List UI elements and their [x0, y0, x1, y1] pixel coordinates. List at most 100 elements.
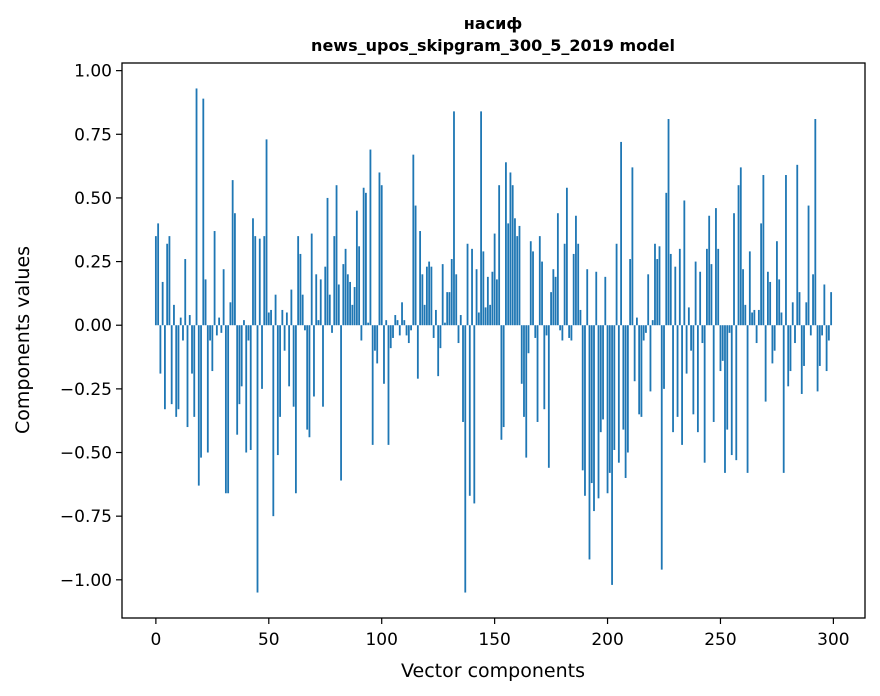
bar-153 — [500, 325, 503, 440]
bar-216 — [642, 325, 645, 341]
bar-51 — [270, 309, 272, 326]
bar-82 — [340, 325, 342, 481]
bar-34 — [231, 180, 234, 326]
bar-199 — [604, 276, 607, 326]
bar-58 — [285, 312, 288, 326]
bar-97 — [374, 325, 376, 351]
bar-96 — [371, 325, 374, 445]
bar-125 — [437, 325, 440, 377]
bar-104 — [389, 325, 392, 349]
bar-195 — [595, 271, 598, 326]
bar-136 — [462, 325, 464, 422]
bar-91 — [360, 325, 363, 341]
bar-143 — [477, 312, 480, 326]
bar-245 — [708, 215, 711, 326]
bar-150 — [493, 233, 496, 326]
bar-169 — [536, 325, 539, 422]
bar-22 — [204, 279, 207, 326]
bar-277 — [780, 312, 783, 326]
bar-89 — [355, 210, 358, 326]
bar-182 — [565, 187, 568, 326]
bar-282 — [791, 302, 794, 326]
bar-2 — [159, 325, 162, 374]
bar-231 — [676, 325, 679, 417]
bar-187 — [577, 243, 580, 326]
bar-286 — [800, 325, 803, 394]
y-tick-label: 0.50 — [74, 189, 112, 209]
bar-160 — [516, 236, 519, 326]
bar-181 — [563, 243, 566, 326]
bar-145 — [482, 251, 485, 326]
bar-218 — [647, 274, 650, 326]
bar-110 — [403, 320, 406, 326]
bar-246 — [710, 264, 713, 326]
bar-173 — [545, 325, 548, 336]
plot-frame — [121, 62, 866, 619]
bar-81 — [337, 284, 340, 326]
bar-117 — [419, 231, 422, 326]
bar-193 — [590, 325, 593, 484]
bar-148 — [489, 304, 492, 326]
bar-189 — [581, 325, 584, 471]
bar-10 — [177, 325, 180, 410]
bar-67 — [306, 325, 309, 430]
bar-33 — [229, 302, 232, 326]
bar-106 — [394, 315, 397, 326]
bar-215 — [640, 325, 643, 417]
bar-95 — [369, 149, 372, 326]
bar-256 — [733, 213, 735, 326]
bar-239 — [694, 261, 697, 326]
bar-74 — [322, 325, 324, 407]
bar-177 — [554, 276, 557, 326]
bar-23 — [206, 325, 209, 453]
bar-63 — [297, 236, 300, 326]
bar-56 — [281, 309, 284, 326]
bar-289 — [807, 205, 810, 326]
bar-130 — [448, 292, 451, 326]
y-tick-label: 0.75 — [74, 125, 112, 145]
bar-292 — [814, 119, 817, 326]
bar-124 — [435, 309, 437, 326]
bar-230 — [674, 266, 677, 326]
bar-212 — [633, 325, 636, 382]
bar-141 — [473, 325, 476, 504]
bar-108 — [398, 325, 401, 336]
bar-164 — [525, 325, 528, 458]
bar-242 — [701, 325, 704, 344]
y-tick-label: 0.00 — [74, 316, 112, 336]
bar-252 — [724, 325, 726, 473]
bar-40 — [245, 325, 248, 453]
y-axis-label: Components values — [12, 246, 34, 434]
bar-157 — [509, 172, 512, 326]
bar-237 — [690, 325, 693, 351]
bar-73 — [319, 279, 322, 326]
bar-275 — [776, 241, 778, 326]
bar-113 — [410, 325, 412, 331]
y-tick-label: −1.00 — [60, 571, 112, 591]
bar-260 — [742, 269, 744, 326]
bar-15 — [188, 315, 191, 326]
bar-251 — [721, 325, 724, 361]
bar-52 — [272, 325, 275, 517]
bar-1 — [157, 223, 160, 326]
bar-178 — [556, 213, 559, 326]
bar-287 — [803, 325, 805, 366]
bar-112 — [407, 325, 410, 344]
bar-233 — [681, 325, 683, 445]
bar-274 — [773, 325, 776, 351]
bar-142 — [475, 269, 478, 326]
bar-39 — [243, 320, 245, 326]
bar-232 — [678, 248, 681, 326]
bar-144 — [480, 111, 482, 326]
bar-94 — [367, 322, 370, 326]
bar-68 — [308, 325, 311, 438]
bar-118 — [421, 274, 424, 326]
bar-109 — [401, 302, 403, 326]
bar-222 — [656, 259, 659, 326]
bar-229 — [672, 325, 674, 433]
bar-243 — [703, 325, 706, 463]
bar-16 — [191, 325, 193, 374]
bar-133 — [455, 274, 458, 326]
bar-166 — [529, 241, 532, 326]
bar-185 — [572, 253, 575, 326]
